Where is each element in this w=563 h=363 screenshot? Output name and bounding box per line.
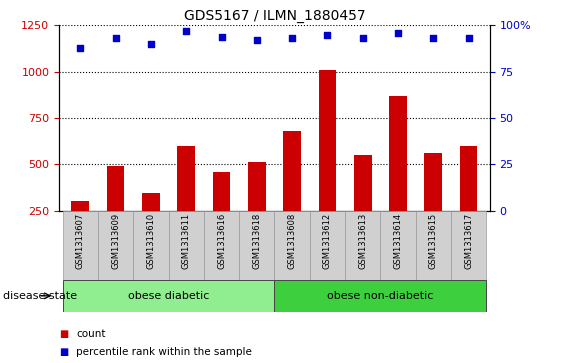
Text: GSM1313607: GSM1313607	[76, 213, 85, 269]
Bar	[248, 162, 266, 211]
Text: obese non-diabetic: obese non-diabetic	[327, 291, 434, 301]
Bar	[275, 280, 486, 312]
Bar	[72, 201, 89, 211]
Text: GSM1313617: GSM1313617	[464, 213, 473, 269]
Bar	[451, 211, 486, 280]
Bar	[425, 153, 442, 211]
Bar	[283, 131, 301, 211]
Point	[358, 36, 367, 41]
Bar	[239, 211, 275, 280]
Bar	[204, 211, 239, 280]
Point	[288, 36, 297, 41]
Text: percentile rank within the sample: percentile rank within the sample	[76, 347, 252, 357]
Bar	[460, 146, 477, 211]
Point	[217, 34, 226, 40]
Bar	[354, 155, 372, 211]
Bar	[133, 211, 168, 280]
Point	[323, 32, 332, 38]
Text: disease state: disease state	[3, 291, 77, 301]
Bar	[389, 96, 407, 211]
Text: GSM1313616: GSM1313616	[217, 213, 226, 269]
Bar	[62, 280, 275, 312]
Bar	[310, 211, 345, 280]
Text: GSM1313612: GSM1313612	[323, 213, 332, 269]
Text: GSM1313608: GSM1313608	[288, 213, 297, 269]
Point	[464, 36, 473, 41]
Bar	[107, 166, 124, 211]
Text: ■: ■	[59, 347, 68, 357]
Title: GDS5167 / ILMN_1880457: GDS5167 / ILMN_1880457	[184, 9, 365, 23]
Bar	[168, 211, 204, 280]
Text: GSM1313609: GSM1313609	[111, 213, 120, 269]
Point	[394, 30, 403, 36]
Text: GSM1313614: GSM1313614	[394, 213, 403, 269]
Text: GSM1313618: GSM1313618	[252, 213, 261, 269]
Text: GSM1313613: GSM1313613	[358, 213, 367, 269]
Bar	[381, 211, 415, 280]
Text: obese diabetic: obese diabetic	[128, 291, 209, 301]
Bar	[415, 211, 451, 280]
Bar	[142, 193, 160, 211]
Point	[252, 37, 261, 43]
Text: GSM1313611: GSM1313611	[182, 213, 191, 269]
Point	[182, 28, 191, 34]
Bar	[345, 211, 381, 280]
Text: ■: ■	[59, 329, 68, 339]
Bar	[177, 146, 195, 211]
Bar	[319, 70, 336, 211]
Point	[111, 36, 120, 41]
Text: count: count	[76, 329, 105, 339]
Bar	[275, 211, 310, 280]
Text: GSM1313615: GSM1313615	[429, 213, 438, 269]
Point	[429, 36, 438, 41]
Text: GSM1313610: GSM1313610	[146, 213, 155, 269]
Bar	[98, 211, 133, 280]
Bar	[62, 211, 98, 280]
Bar	[213, 172, 230, 211]
Point	[146, 41, 155, 47]
Point	[76, 45, 85, 50]
